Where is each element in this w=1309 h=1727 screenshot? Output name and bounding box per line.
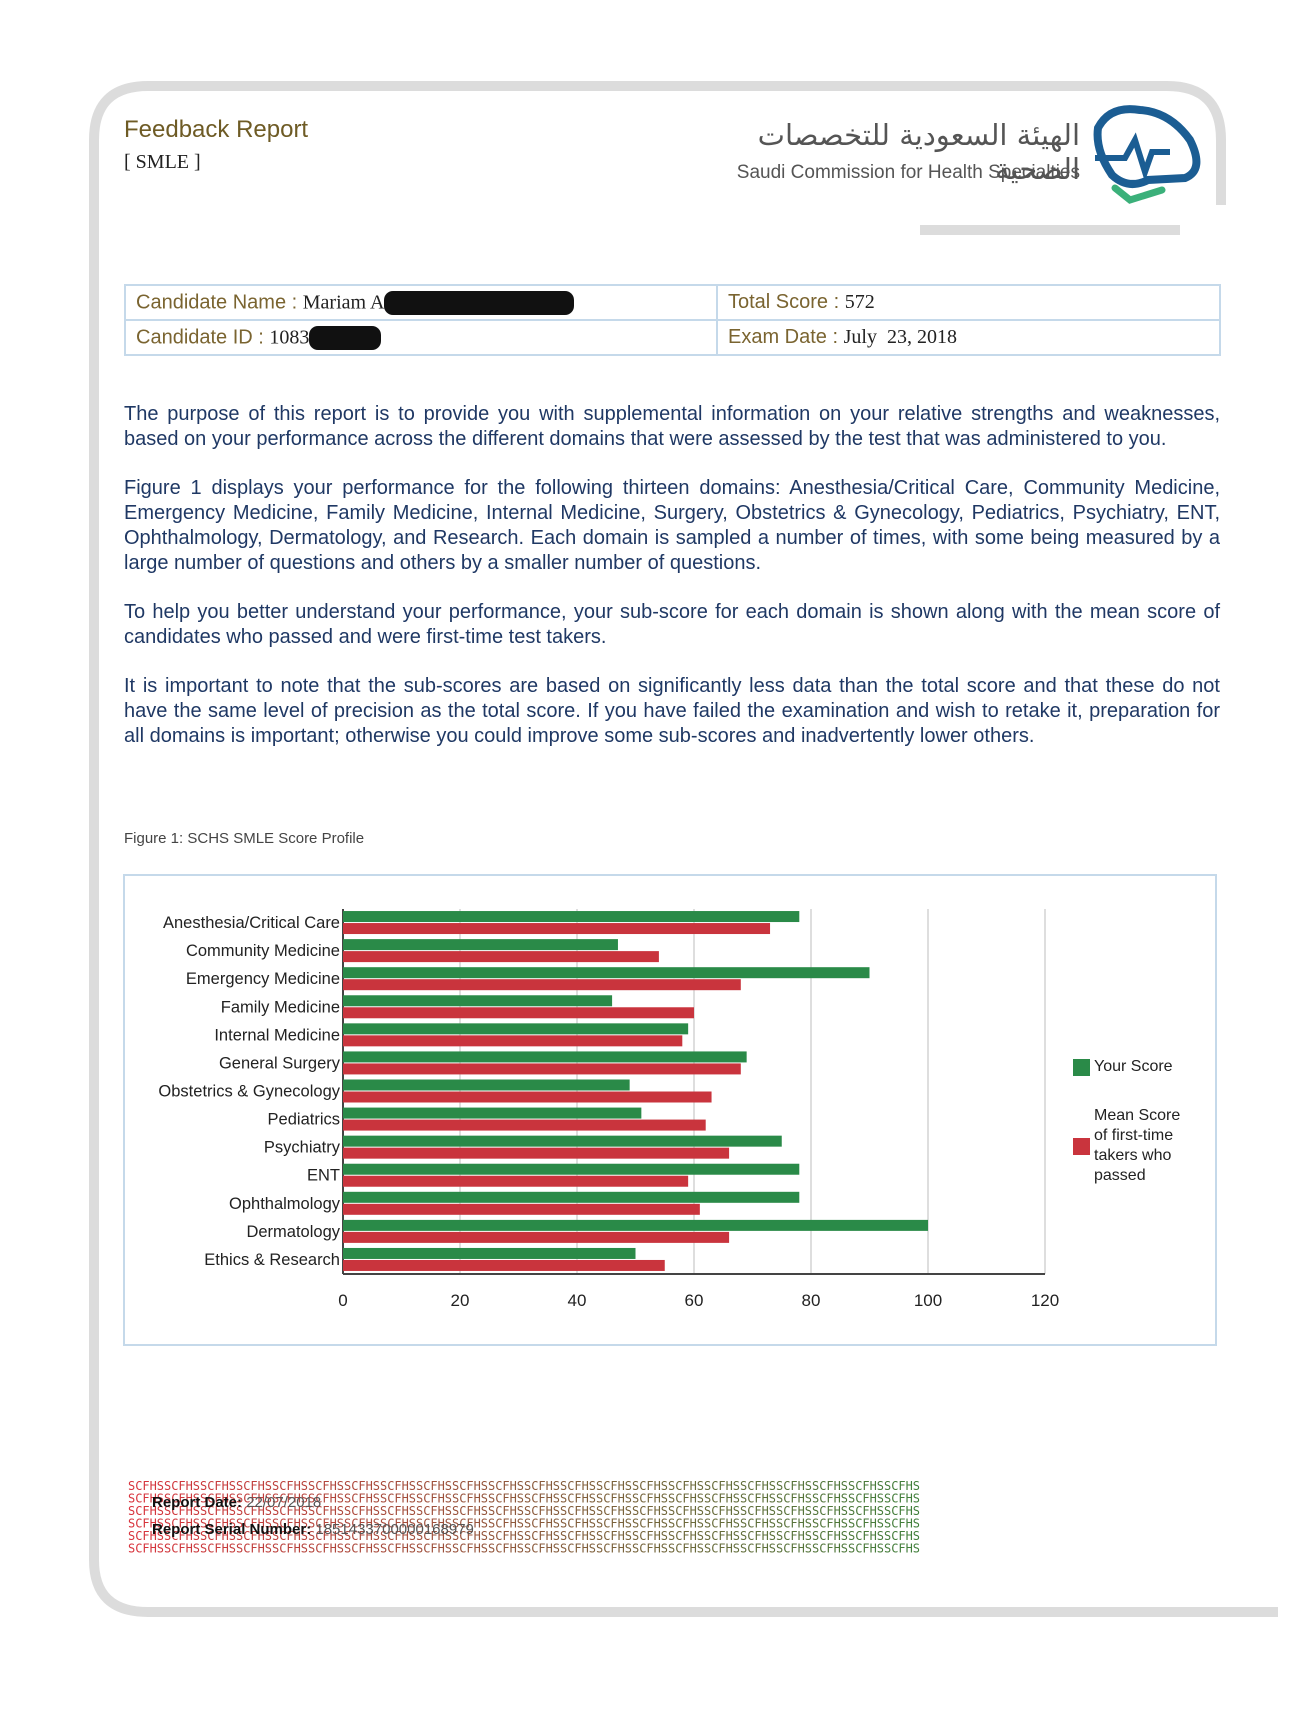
x-tick-label: 100 bbox=[914, 1291, 942, 1310]
bar bbox=[343, 1203, 700, 1215]
bar bbox=[343, 1035, 683, 1047]
bar bbox=[343, 1163, 800, 1175]
bar bbox=[343, 1231, 730, 1243]
bar bbox=[343, 979, 741, 991]
bar bbox=[343, 967, 870, 979]
report-serial: Report Serial Number: 185143370000016897… bbox=[152, 1521, 474, 1538]
bar bbox=[343, 1175, 689, 1187]
category-label: Community Medicine bbox=[186, 942, 340, 960]
org-name-arabic: الهيئة السعودية للتخصصات الصحية bbox=[757, 118, 1080, 186]
security-pattern: SCFHSSCFHSSCFHSSCFHSSCFHSSCFHSSCFHSSCFHS… bbox=[128, 1479, 920, 1556]
report-subtitle: [ SMLE ] bbox=[124, 151, 201, 173]
bar bbox=[343, 1191, 800, 1203]
paragraph: To help you better understand your perfo… bbox=[124, 601, 1220, 648]
value: July 23, 2018 bbox=[843, 326, 957, 348]
category-label: Obstetrics & Gynecology bbox=[158, 1083, 340, 1101]
value: 1851433700000168979 bbox=[315, 1521, 474, 1538]
logo-check bbox=[1111, 184, 1166, 204]
bar bbox=[343, 939, 618, 951]
legend-swatch bbox=[1073, 1058, 1090, 1076]
category-label: ENT bbox=[307, 1167, 340, 1185]
logo-outline bbox=[1093, 105, 1201, 188]
label: Candidate ID : bbox=[136, 325, 264, 348]
value: Mariam A bbox=[302, 290, 385, 313]
value: 572 bbox=[844, 291, 875, 313]
page-frame bbox=[89, 81, 1278, 1617]
category-label: Ophthalmology bbox=[229, 1195, 341, 1213]
category-label: Pediatrics bbox=[268, 1111, 340, 1129]
bar bbox=[343, 1119, 706, 1131]
legend-label: Mean Score of first-time takers who pass… bbox=[1094, 1107, 1181, 1184]
x-tick-label: 80 bbox=[802, 1291, 821, 1310]
cell: Candidate Name : Mariam A bbox=[124, 284, 718, 321]
chart: 0 20 40 60 80 100 120 Anesthesia/Critical Care C… bbox=[158, 909, 1059, 1310]
bar bbox=[343, 1147, 730, 1159]
pattern-row: SCFHSSCFHSSCFHSSCFHSSCFHSSCFHSSCFHSSCFHS… bbox=[128, 1529, 920, 1543]
label: Candidate Name : bbox=[136, 290, 298, 313]
bar bbox=[343, 1091, 712, 1103]
label: Exam Date : bbox=[728, 326, 839, 348]
pattern-row: SCFHSSCFHSSCFHSSCFHSSCFHSSCFHSSCFHSSCFHS… bbox=[128, 1504, 920, 1518]
bar bbox=[343, 1219, 928, 1231]
label: Report Serial Number: bbox=[152, 1521, 312, 1538]
category-label: Dermatology bbox=[246, 1223, 340, 1241]
value: 1083 bbox=[269, 325, 310, 348]
value: 22/07/2018 bbox=[246, 1494, 322, 1511]
bar bbox=[343, 1063, 741, 1075]
redaction bbox=[309, 325, 382, 350]
cell: Exam Date : July 23, 2018 bbox=[716, 319, 1221, 356]
category-label: General Surgery bbox=[219, 1054, 341, 1072]
x-tick-label: 0 bbox=[338, 1291, 347, 1310]
pattern-row: SCFHSSCFHSSCFHSSCFHSSCFHSSCFHSSCFHSSCFHS… bbox=[128, 1542, 920, 1556]
chart-frame bbox=[123, 874, 1217, 1346]
bar bbox=[343, 995, 613, 1007]
x-tick-label: 40 bbox=[568, 1291, 587, 1310]
bar bbox=[343, 1051, 747, 1063]
cell: Candidate ID : 1083 bbox=[124, 319, 718, 356]
paragraph: It is important to note that the sub-sco… bbox=[124, 675, 1220, 747]
figure-caption: Figure 1: SCHS SMLE Score Profile bbox=[124, 830, 365, 847]
legend-label: Your Score bbox=[1094, 1058, 1173, 1075]
bar bbox=[343, 1079, 630, 1091]
category-label: Emergency Medicine bbox=[186, 970, 340, 988]
bar bbox=[343, 1135, 782, 1147]
category-label: Family Medicine bbox=[221, 998, 340, 1016]
bar bbox=[343, 1007, 694, 1019]
pattern-row: SCFHSSCFHSSCFHSSCFHSSCFHSSCFHSSCFHSSCFHS… bbox=[128, 1479, 920, 1493]
category-label: Ethics & Research bbox=[204, 1251, 340, 1269]
legend-item: Your Score bbox=[1073, 1057, 1194, 1077]
pattern-row: SCFHSSCFHSSCFHSSCFHSSCFHSSCFHSSCFHSSCFHS… bbox=[128, 1517, 920, 1531]
category-label: Anesthesia/Critical Care bbox=[163, 914, 340, 932]
report-title: Feedback Report bbox=[124, 116, 309, 143]
bar bbox=[343, 1107, 642, 1119]
bar bbox=[343, 1259, 665, 1271]
x-tick-label: 120 bbox=[1031, 1291, 1059, 1310]
category-label: Psychiatry bbox=[264, 1139, 341, 1157]
bar bbox=[343, 923, 771, 935]
legend-swatch bbox=[1073, 1137, 1090, 1155]
logo-pulse bbox=[1095, 132, 1170, 182]
redaction bbox=[384, 290, 575, 315]
bar bbox=[343, 951, 659, 963]
x-tick-label: 20 bbox=[451, 1291, 470, 1310]
bar bbox=[343, 911, 800, 923]
category-label: Internal Medicine bbox=[214, 1026, 340, 1044]
label: Total Score : bbox=[728, 291, 840, 313]
cell: Total Score : 572 bbox=[716, 284, 1221, 321]
label: Report Date: bbox=[152, 1494, 243, 1511]
bar bbox=[343, 1247, 636, 1259]
report-date: Report Date: 22/07/2018 bbox=[152, 1494, 321, 1511]
legend-item: Mean Score of first-time takers who pass… bbox=[1073, 1106, 1194, 1186]
org-name-english: Saudi Commission for Health Specialties bbox=[736, 162, 1080, 183]
bar bbox=[343, 1023, 689, 1035]
paragraph: The purpose of this report is to provide… bbox=[124, 403, 1220, 450]
pattern-row: SCFHSSCFHSSCFHSSCFHSSCFHSSCFHSSCFHSSCFHS… bbox=[128, 1492, 920, 1506]
x-tick-label: 60 bbox=[685, 1291, 704, 1310]
body-text: The purpose of this report is to provide… bbox=[124, 402, 1220, 773]
paragraph: Figure 1 displays your performance for t… bbox=[124, 477, 1220, 574]
candidate-table: Candidate Name : Mariam A Total Score : … bbox=[124, 284, 1221, 356]
